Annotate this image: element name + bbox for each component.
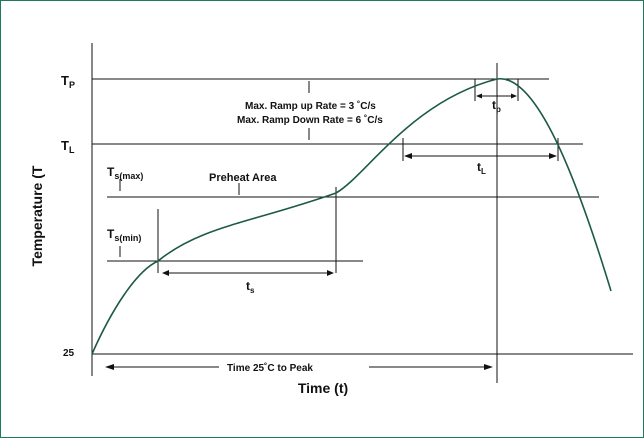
y-axis-title: Temperature (T: [29, 165, 45, 266]
tp-time-label: tp: [492, 98, 501, 114]
time-to-peak-label-bg: [219, 359, 369, 375]
tl-arrow-head-right: [549, 153, 557, 159]
reflow-profile-curve: [91, 78, 612, 355]
ramp-down-rate-label: Max. Ramp Down Rate = 6 ˚C/s: [237, 114, 383, 126]
time-to-peak-label: Time 25˚C to Peak: [227, 362, 313, 374]
tsmax-label: Ts(max): [107, 165, 143, 181]
tp-arrow-head-right: [511, 93, 517, 99]
ramp-up-rate-label: Max. Ramp up Rate = 3 ˚C/s: [245, 100, 376, 112]
tl-label: TL: [61, 138, 75, 155]
ts-arrow-head-left: [162, 270, 169, 276]
tick-25-label: 25: [63, 348, 75, 359]
tl-arrow-head-left: [404, 153, 412, 159]
x-axis-title: Time (t): [298, 380, 348, 396]
tsmin-label: Ts(min): [107, 227, 141, 243]
ts-arrow-head-right: [327, 270, 334, 276]
tp-label: TP: [61, 73, 75, 90]
ts-time-label: ts: [246, 279, 255, 295]
preheat-area-label: Preheat Area: [209, 172, 277, 184]
time-to-peak-arrow-head-left: [105, 364, 114, 370]
tp-arrow-head-left: [476, 93, 482, 99]
tl-time-label: tL: [477, 160, 486, 176]
time-to-peak-arrow-head-right: [484, 364, 493, 370]
